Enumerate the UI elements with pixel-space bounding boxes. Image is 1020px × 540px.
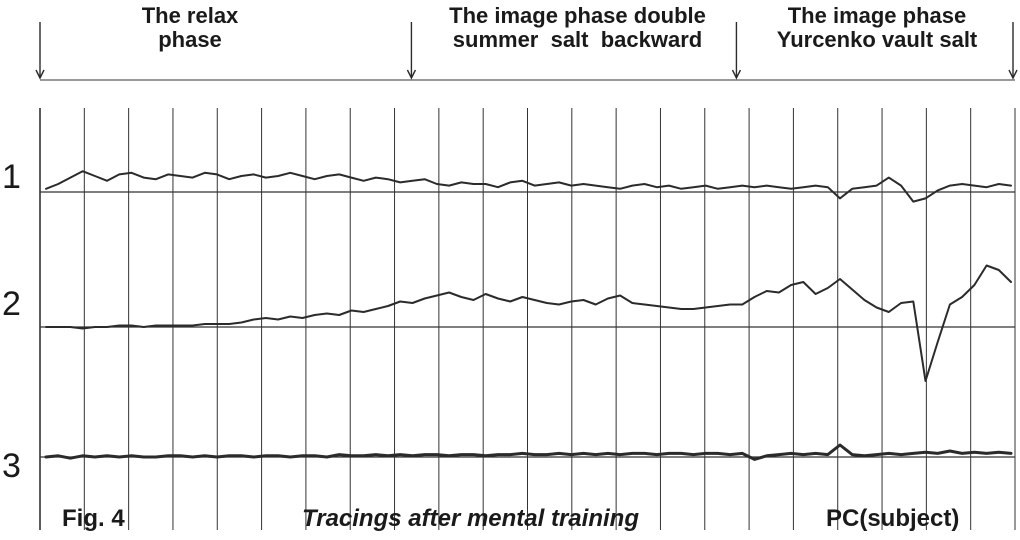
phase-boundary-arrowhead: [1008, 69, 1018, 80]
phase-markers: [35, 22, 1018, 81]
phase-label-summersalt: The image phase double summer salt backw…: [415, 4, 740, 52]
subject-label: PC(subject): [826, 505, 960, 532]
trace-series-3: [44, 443, 1013, 461]
phase-label-yurcenko-line2: Yurcenko vault salt: [776, 27, 978, 52]
traces: [44, 170, 1013, 461]
phase-boundary-arrowhead: [731, 69, 742, 80]
phase-label-relax-line1: The relax: [141, 3, 239, 28]
phase-boundary-arrowhead: [406, 69, 417, 80]
figure-number: Fig. 4: [62, 505, 125, 532]
figure-caption: Tracings after mental training: [302, 505, 639, 532]
grid-layer: [39, 108, 1016, 530]
trace-label-1: 1: [2, 158, 21, 196]
trace-series-2: [45, 264, 1012, 382]
trace-label-2: 2: [2, 285, 21, 323]
phase-label-summersalt-line2: summer salt backward: [452, 27, 703, 52]
trace-series-1: [45, 170, 1012, 203]
phase-label-relax: The relax phase: [100, 4, 280, 52]
phase-label-yurcenko: The image phase Yurcenko vault salt: [752, 4, 1002, 52]
trace-label-3: 3: [2, 447, 21, 485]
phase-label-yurcenko-line1: The image phase: [787, 3, 967, 28]
phase-label-summersalt-line1: The image phase double: [449, 3, 706, 28]
phase-boundary-arrowhead: [35, 69, 45, 80]
phase-label-relax-line2: phase: [158, 27, 222, 52]
